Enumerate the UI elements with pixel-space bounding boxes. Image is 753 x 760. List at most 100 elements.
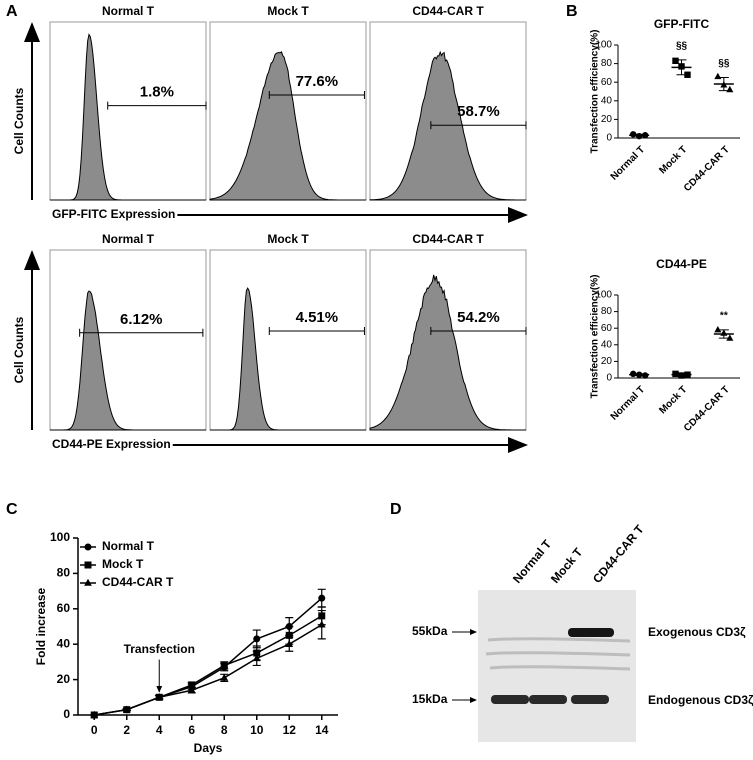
y-tick-label: 60 — [601, 77, 613, 88]
x-axis-label: Days — [194, 741, 223, 755]
sd-bar — [634, 133, 645, 137]
histogram — [369, 50, 526, 201]
gate-percent: 54.2% — [457, 309, 500, 326]
histogram-frame — [49, 21, 207, 201]
sample-name: CD44-CAR T — [412, 232, 484, 246]
sample-name: CD44-CAR T — [412, 4, 484, 18]
gate — [268, 327, 365, 335]
x-tick-label: Mock T — [657, 144, 689, 176]
y-tick-label: 0 — [606, 373, 612, 384]
annotation: Transfection — [124, 642, 195, 656]
data-point — [220, 673, 229, 681]
y-axis-label: Transfection efficiency(%) — [590, 275, 601, 399]
mw-marker: 55kDa — [412, 624, 448, 638]
histogram-frame — [49, 249, 207, 431]
y-tick-label: 100 — [595, 290, 612, 301]
faint-band — [489, 665, 631, 671]
data-point — [155, 693, 164, 701]
histogram — [209, 50, 366, 201]
data-point — [714, 72, 722, 80]
y-axis-label: Transfection efficiency(%) — [590, 30, 601, 154]
sd-bar — [718, 329, 729, 339]
band-label: Exogenous CD3ζ — [648, 625, 746, 639]
sd-bar — [676, 373, 687, 377]
faint-band — [487, 637, 631, 643]
band-label: Endogenous CD3ζ — [648, 693, 753, 707]
mw-marker: 15kDa — [412, 692, 448, 706]
x-axis-label: CD44-PE Expression — [52, 437, 171, 451]
data-point — [714, 326, 722, 333]
x-tick-label: 14 — [315, 723, 329, 737]
x-tick-label: 4 — [156, 723, 163, 737]
histogram — [369, 274, 526, 431]
legend-label: Normal T — [102, 539, 155, 553]
x-tick-label: 2 — [123, 723, 130, 737]
gate — [430, 327, 527, 335]
data-point — [220, 661, 228, 669]
y-tick-label: 0 — [606, 133, 612, 144]
x-tick-label: 10 — [250, 723, 264, 737]
x-tick-label: CD44-CAR T — [682, 384, 732, 434]
gate — [107, 101, 207, 110]
data-point — [684, 71, 691, 78]
x-tick-label: 12 — [283, 723, 297, 737]
x-axis-label: GFP-FITC Expression — [52, 207, 175, 221]
gate-percent: 1.8% — [140, 84, 174, 101]
y-tick-label: 40 — [601, 95, 613, 106]
chart-title: GFP-FITC — [654, 17, 710, 31]
significance: §§ — [676, 41, 688, 52]
gate — [430, 121, 527, 130]
y-tick-label: 20 — [57, 672, 71, 686]
x-tick-label: 0 — [91, 723, 98, 737]
significance: ** — [720, 311, 728, 322]
y-tick-label: 60 — [601, 323, 613, 334]
x-tick-label: Normal T — [609, 144, 647, 182]
gate — [268, 90, 365, 99]
gate-percent: 4.51% — [296, 309, 339, 326]
sd-bar — [676, 59, 687, 76]
histogram — [50, 290, 206, 431]
lane-label: Normal T — [510, 537, 555, 586]
x-tick-label: Normal T — [609, 384, 647, 422]
panel-label: A — [6, 3, 18, 20]
data-point — [672, 370, 679, 378]
panel-label: D — [390, 501, 402, 518]
gate-percent: 77.6% — [296, 73, 339, 90]
data-point — [285, 631, 293, 639]
legend-marker — [84, 543, 92, 551]
significance: §§ — [718, 58, 730, 69]
gate-percent: 6.12% — [120, 311, 163, 328]
series-line — [94, 615, 323, 716]
data-point — [253, 635, 261, 643]
legend-label: CD44-CAR T — [102, 575, 174, 589]
data-point — [188, 681, 196, 689]
x-tick-label: 6 — [188, 723, 195, 737]
band-55kda — [568, 628, 614, 637]
data-point — [285, 640, 294, 647]
band-15kda — [571, 695, 609, 704]
histogram — [50, 33, 206, 201]
y-tick-label: 40 — [57, 636, 71, 650]
y-tick-label: 80 — [601, 306, 613, 317]
band-15kda — [529, 695, 567, 704]
y-tick-label: 80 — [601, 58, 613, 69]
sd-bar — [634, 373, 645, 377]
data-point — [726, 334, 734, 341]
chart-title: CD44-PE — [656, 257, 707, 271]
panel-label: B — [566, 3, 578, 20]
band-15kda — [491, 695, 529, 704]
series-line — [94, 597, 323, 716]
y-tick-label: 20 — [601, 356, 613, 367]
x-tick-label: CD44-CAR T — [682, 144, 732, 194]
sample-name: Normal T — [102, 232, 155, 246]
y-axis-label: Fold increase — [34, 588, 48, 666]
x-tick-label: 8 — [221, 723, 228, 737]
y-axis-label: Cell Counts — [12, 316, 26, 383]
faint-band — [485, 651, 631, 657]
sample-name: Mock T — [267, 232, 309, 246]
histogram — [210, 287, 366, 431]
y-tick-label: 80 — [57, 566, 71, 580]
sample-name: Mock T — [267, 4, 309, 18]
data-point — [187, 686, 196, 694]
